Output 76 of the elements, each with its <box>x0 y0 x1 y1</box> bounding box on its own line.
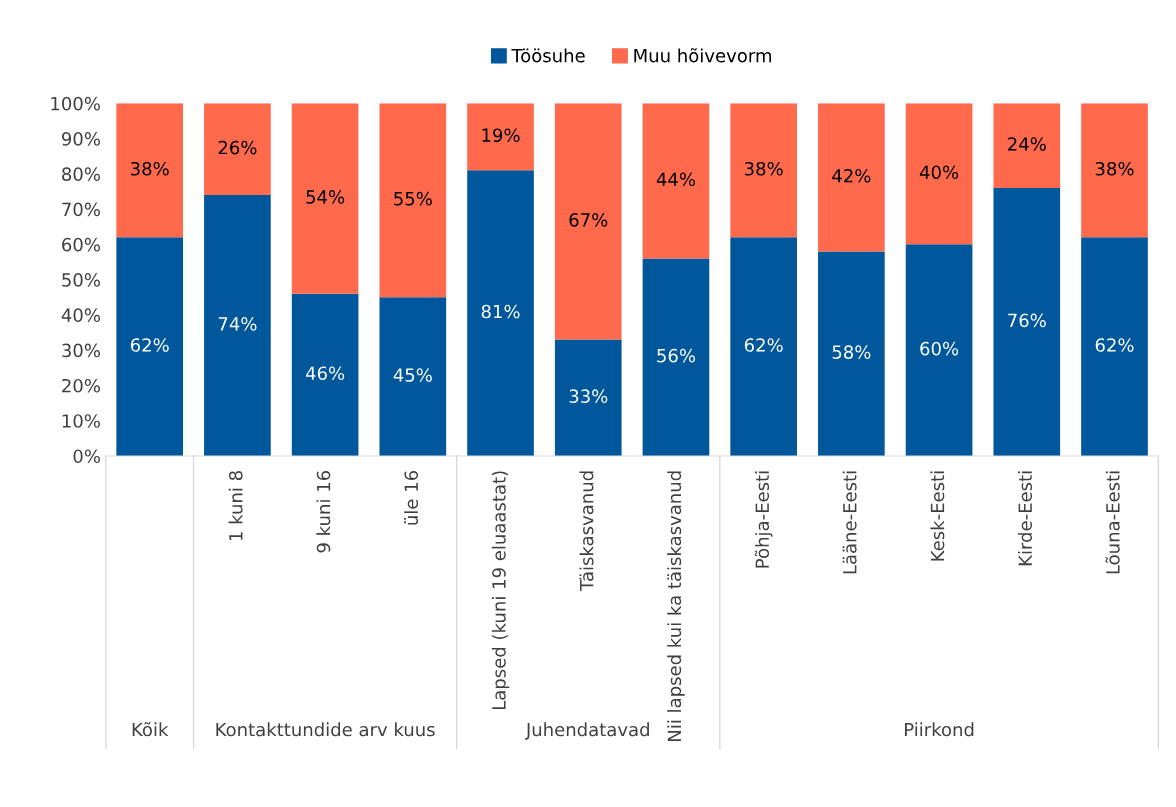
bar <box>818 103 885 252</box>
text: Piirkond <box>905 722 974 737</box>
legend-label: Muu hõivevorm <box>634 48 772 63</box>
bar <box>467 103 534 171</box>
bar <box>1081 237 1148 456</box>
data-label: 54% <box>306 190 345 204</box>
bar <box>1081 103 1148 238</box>
bar <box>554 103 622 340</box>
x-tick-label: Täiskasvanud <box>579 471 594 592</box>
data-label: 62% <box>130 338 169 352</box>
text: Kõik <box>132 722 169 737</box>
bar <box>116 103 184 238</box>
y-tick-label: 50% <box>62 273 100 287</box>
data-label: 56% <box>657 348 696 363</box>
x-tick-label: Lapsed (kuni 19 eluaastat) <box>491 471 510 710</box>
data-label: 24% <box>1008 137 1046 151</box>
bar <box>467 170 534 456</box>
x-tick-label: Põhja-Eesti <box>754 471 773 568</box>
bar <box>993 103 1061 188</box>
y-tick-label: 80% <box>62 167 100 181</box>
data-label: 60% <box>920 341 959 356</box>
bar <box>905 103 973 245</box>
data-label: 33% <box>569 389 608 404</box>
x-tick-label: Lõuna-Eesti <box>1105 471 1120 574</box>
bar <box>818 251 885 456</box>
bar <box>291 103 359 294</box>
legend-label: Töösuhe <box>511 48 585 63</box>
y-tick-label: 20% <box>62 378 100 393</box>
data-label: 38% <box>744 161 783 176</box>
y-tick-label: 90% <box>61 132 100 146</box>
bar <box>993 187 1061 456</box>
y-tick-label: 100% <box>51 96 100 111</box>
data-label: 74% <box>218 317 257 331</box>
x-tick-label: 9 kuni 16 <box>316 470 331 553</box>
y-tick-label: 30% <box>62 343 100 358</box>
data-label: 26% <box>218 140 257 155</box>
bar <box>379 103 447 298</box>
x-tick-label: 1 kuni 8 <box>228 471 243 541</box>
data-label: 44% <box>656 172 696 187</box>
data-label: 19% <box>482 128 520 143</box>
y-tick-label: 60% <box>62 237 100 252</box>
data-label: 62% <box>1095 338 1134 352</box>
bar <box>642 103 710 259</box>
y-tick-label: 70% <box>62 202 100 217</box>
data-label: 62% <box>744 338 783 352</box>
bar <box>116 237 184 456</box>
data-label: 58% <box>832 345 871 359</box>
bar <box>554 339 622 456</box>
text: Kontakttundide arv kuus <box>216 722 435 737</box>
x-tick-label: Kesk-Eesti <box>930 471 945 561</box>
x-tick-label: Kirde-Eesti <box>1018 471 1033 566</box>
data-label: 40% <box>919 165 959 180</box>
bar <box>379 297 447 456</box>
x-tick-label: Lääne-Eesti <box>842 471 857 574</box>
bar <box>204 103 271 195</box>
bar <box>730 103 797 238</box>
data-label: 76% <box>1008 313 1046 328</box>
y-tick-label: 0% <box>73 449 100 464</box>
data-label: 81% <box>481 304 520 319</box>
y-tick-label: 10% <box>62 414 100 428</box>
data-label: 45% <box>393 368 432 382</box>
bar <box>905 244 973 456</box>
y-tick-label: 40% <box>61 308 100 323</box>
x-tick-label: Nii lapsed kui ka täiskasvanud <box>667 471 685 741</box>
data-label: 67% <box>569 213 608 227</box>
data-label: 38% <box>1095 161 1134 176</box>
bar <box>291 293 359 456</box>
bar <box>642 258 710 456</box>
data-label: 42% <box>832 168 871 183</box>
data-label: 55% <box>394 191 432 206</box>
data-label: 46% <box>305 366 345 381</box>
data-label: 38% <box>131 161 169 176</box>
bar <box>730 237 797 456</box>
bar <box>204 194 271 456</box>
text: Juhendatavad <box>524 722 649 740</box>
x-tick-label: üle 16 <box>404 470 419 525</box>
